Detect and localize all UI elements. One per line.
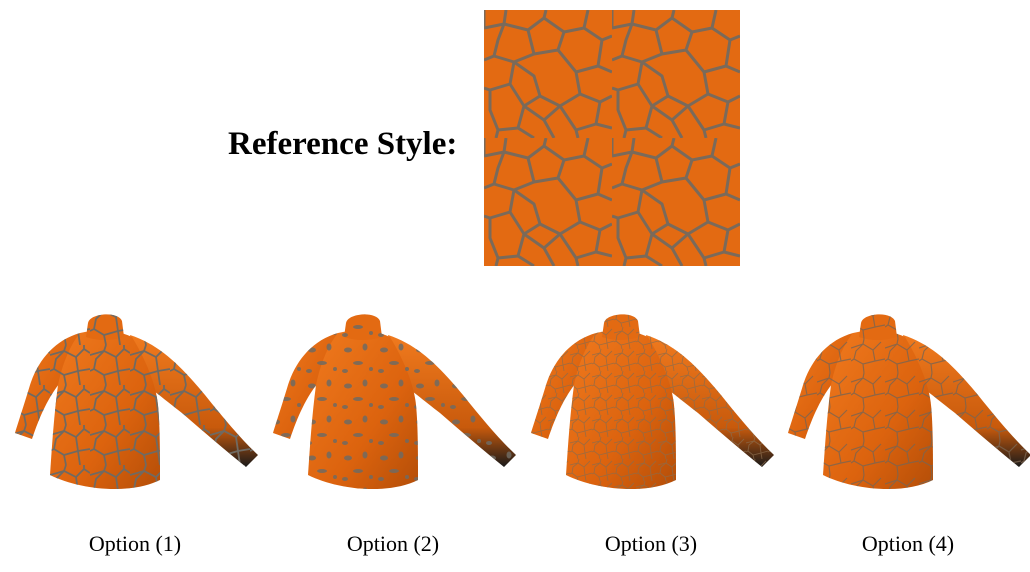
option-4: Option (4) (783, 305, 1030, 565)
option-4-shirt-image (788, 314, 1030, 490)
reference-style-title: Reference Style: (228, 126, 458, 162)
reference-texture-swatch (484, 10, 740, 266)
option-2-label: Option (2) (346, 531, 440, 556)
option-2: Option (2) (268, 305, 518, 565)
option-2-shirt-image (273, 314, 516, 490)
option-3: Option (3) (526, 305, 776, 565)
option-3-shirt-image (531, 314, 774, 490)
option-1: Option (1) (10, 305, 260, 565)
option-1-label: Option (1) (88, 531, 182, 556)
option-4-label: Option (4) (861, 531, 955, 556)
option-1-shirt-image (15, 314, 258, 490)
option-3-label: Option (3) (604, 531, 698, 556)
